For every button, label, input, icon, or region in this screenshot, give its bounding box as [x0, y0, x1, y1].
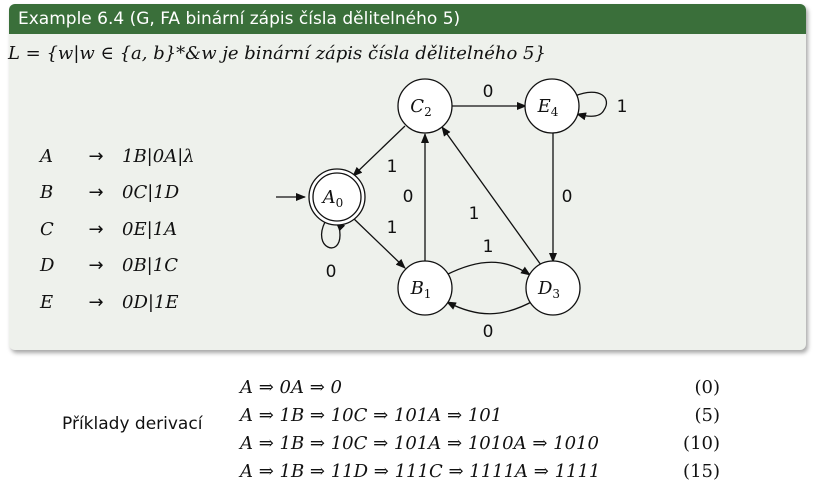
language-definition: L = {w|w ∈ {a, b}*&w je binární zápis čí…	[8, 43, 546, 64]
edge-label: 0	[483, 322, 494, 342]
derivation-row: A ⇒ 0A ⇒ 0 (0)	[240, 374, 720, 402]
rule-lhs: E	[40, 291, 54, 313]
edge-label: 1	[387, 157, 398, 177]
state-c2	[397, 78, 453, 134]
edge-label: 0	[483, 82, 494, 102]
rule-arrow: →	[88, 218, 104, 240]
edge-label: 0	[403, 187, 414, 207]
edge-d-c	[441, 126, 542, 266]
edge-label: 1	[617, 97, 628, 117]
edge-label: 1	[387, 218, 398, 238]
rule-arrow: →	[88, 182, 104, 204]
grammar-rule: B → 0C|1D	[40, 175, 195, 212]
rule-lhs: B	[40, 182, 54, 204]
derivation-value: (10)	[683, 433, 720, 454]
derivation-value: (15)	[683, 461, 720, 482]
edge-e-e	[574, 91, 608, 121]
grammar-rules: A → 1B|0A|λ B → 0C|1D C → 0E|1A D → 0B|1…	[40, 138, 195, 321]
edge-c-a	[352, 125, 406, 177]
state-d3	[525, 260, 581, 316]
grammar-rule: D → 0B|1C	[40, 248, 195, 285]
state-e4	[524, 78, 580, 134]
derivation-chain: A ⇒ 1B ⇒ 10C ⇒ 101A ⇒ 1010A ⇒ 1010	[240, 433, 599, 454]
state-label-b1: B1	[410, 278, 432, 301]
state-label-c2: C2	[410, 96, 431, 119]
state-label-d3: D3	[537, 278, 560, 301]
derivation-chain: A ⇒ 1B ⇒ 11D ⇒ 111C ⇒ 1111A ⇒ 1111	[240, 461, 601, 482]
grammar-rule: C → 0E|1A	[40, 211, 195, 248]
edge-label: 1	[483, 237, 494, 257]
derivation-row: A ⇒ 1B ⇒ 10C ⇒ 101A ⇒ 101 (5)	[240, 402, 720, 430]
state-a0-accept-ring	[312, 172, 362, 222]
rule-rhs: 1B|0A|λ	[122, 145, 195, 167]
state-b1	[397, 260, 453, 316]
derivation-value: (0)	[694, 377, 721, 398]
derivation-row: A ⇒ 1B ⇒ 11D ⇒ 111C ⇒ 1111A ⇒ 1111 (15)	[240, 458, 720, 486]
derivation-chain: A ⇒ 1B ⇒ 10C ⇒ 101A ⇒ 101	[240, 405, 503, 426]
edge-d-b	[446, 299, 536, 315]
rule-arrow: →	[88, 145, 104, 167]
rule-lhs: C	[40, 218, 54, 240]
grammar-rule: E → 0D|1E	[40, 284, 195, 321]
state-label-a0: A0	[321, 187, 344, 210]
derivation-list: A ⇒ 0A ⇒ 0 (0) A ⇒ 1B ⇒ 10C ⇒ 101A ⇒ 101…	[240, 374, 720, 486]
state-label-e4: E4	[537, 96, 559, 119]
edge-label: 0	[562, 187, 573, 207]
edge-a-b	[351, 216, 406, 269]
rule-arrow: →	[88, 291, 104, 313]
edge-b-d	[445, 261, 531, 276]
rule-lhs: A	[40, 145, 53, 167]
derivation-row: A ⇒ 1B ⇒ 10C ⇒ 101A ⇒ 1010A ⇒ 1010 (10)	[240, 430, 720, 458]
derivation-value: (5)	[694, 405, 721, 426]
rule-rhs: 0B|1C	[122, 255, 178, 277]
rule-arrow: →	[88, 255, 104, 277]
edge-label: 0	[326, 262, 337, 282]
rule-rhs: 0C|1D	[122, 182, 180, 204]
grammar-rule: A → 1B|0A|λ	[40, 138, 195, 175]
rule-rhs: 0E|1A	[122, 218, 178, 240]
rule-lhs: D	[40, 255, 55, 277]
rule-rhs: 0D|1E	[122, 291, 179, 313]
edge-a-a	[320, 221, 346, 249]
edge-label: 1	[469, 204, 480, 224]
block-title: Example 6.4 (G, FA binární zápis čísla d…	[9, 4, 806, 34]
examples-label: Příklady derivací	[62, 414, 203, 434]
derivation-chain: A ⇒ 0A ⇒ 0	[240, 377, 342, 398]
